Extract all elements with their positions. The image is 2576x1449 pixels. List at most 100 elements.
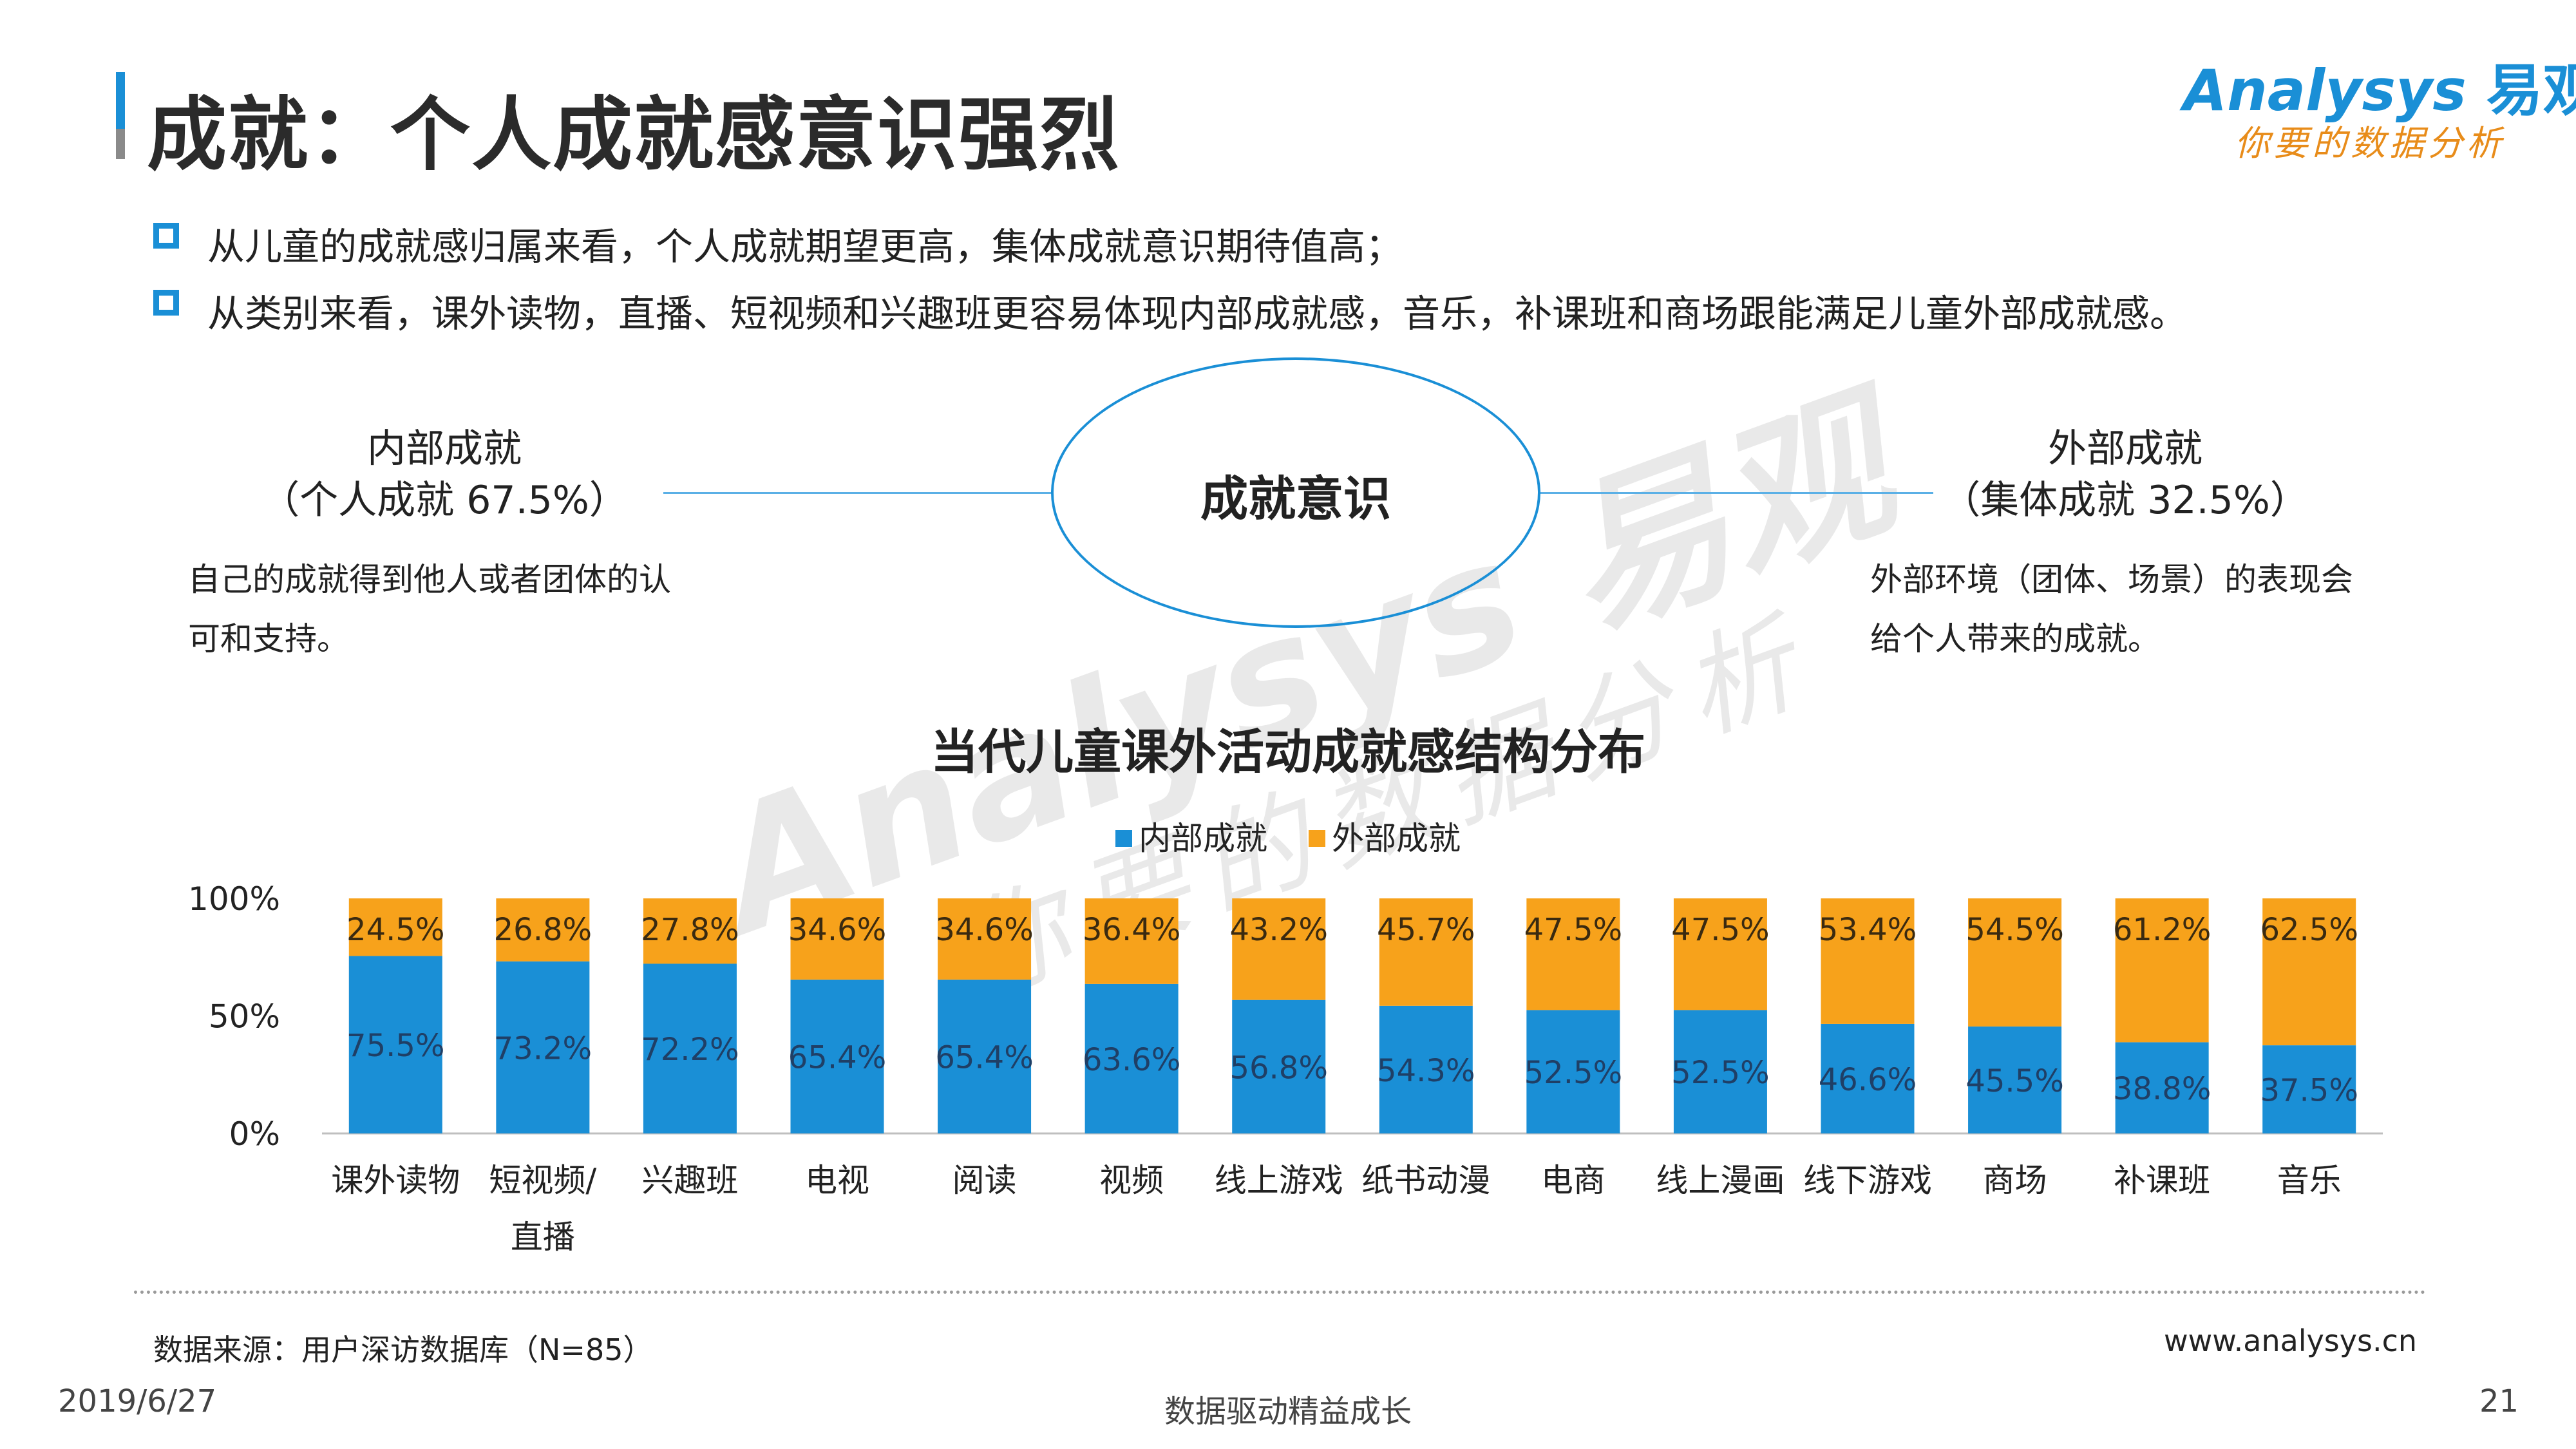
logo-brand: Analysys <box>2183 57 2467 124</box>
bar-internal <box>496 961 590 1133</box>
x-tick-label: 线上漫画 <box>1656 1162 1785 1199</box>
bar-internal <box>938 980 1032 1133</box>
bar-internal <box>643 963 737 1133</box>
bar-external <box>1821 898 1915 1024</box>
bar-external <box>1673 898 1767 1010</box>
concept-label: 成就意识 <box>1200 471 1391 527</box>
bar-external <box>1526 898 1620 1010</box>
data-label: 54.5% <box>1965 912 2063 948</box>
bar-internal <box>1379 1005 1473 1133</box>
footer-date: 2019/6/27 <box>58 1383 217 1419</box>
data-label: 27.8% <box>641 912 739 948</box>
page-title: 成就：个人成就感意识强烈 <box>147 89 1121 182</box>
data-label: 54.3% <box>1377 1053 1475 1089</box>
bar-external <box>643 898 737 964</box>
square-bullet-icon <box>153 223 179 249</box>
external-achievement-title: 外部成就 <box>2048 426 2202 471</box>
bar-internal <box>2115 1042 2209 1133</box>
x-tick-label: 线下游戏 <box>1803 1162 1932 1199</box>
data-label: 46.6% <box>1819 1062 1917 1098</box>
internal-achievement-share: （个人成就 67.5%） <box>261 478 628 523</box>
concept-ellipse <box>1051 357 1540 628</box>
y-tick-label: 50% <box>209 998 280 1036</box>
bar-external <box>1084 898 1179 984</box>
data-label: 56.8% <box>1229 1050 1327 1086</box>
data-label: 62.5% <box>2260 912 2358 948</box>
data-label: 24.5% <box>346 912 444 948</box>
data-label: 47.5% <box>1524 912 1622 948</box>
footer-slogan: 数据驱动精益成长 <box>1164 1394 1412 1430</box>
data-label: 43.2% <box>1229 912 1327 948</box>
bar-external <box>496 898 590 961</box>
data-label: 75.5% <box>346 1028 444 1064</box>
data-label: 38.8% <box>2113 1071 2211 1107</box>
x-tick-label: 短视频/ <box>489 1162 596 1199</box>
legend-item-internal: 内部成就 <box>1115 813 1267 859</box>
data-label: 52.5% <box>1671 1055 1769 1091</box>
data-label: 26.8% <box>494 912 592 948</box>
data-label: 36.4% <box>1083 912 1180 948</box>
data-label: 34.6% <box>788 912 886 948</box>
legend-item-external: 外部成就 <box>1308 813 1461 859</box>
bullet-text: 从儿童的成就感归属来看，个人成就期望更高，集体成就意识期待值高； <box>207 225 1403 269</box>
external-achievement-share: （集体成就 32.5%） <box>1942 478 2309 523</box>
data-label: 52.5% <box>1524 1055 1622 1091</box>
y-tick-label: 0% <box>229 1115 280 1153</box>
x-tick-label: 补课班 <box>2114 1162 2210 1199</box>
data-label: 34.6% <box>935 912 1033 948</box>
logo-brand-cn: 易观 <box>2486 57 2576 124</box>
bar-internal <box>1821 1023 1915 1133</box>
bar-external <box>1379 898 1473 1006</box>
bar-internal <box>348 956 442 1133</box>
data-label: 61.2% <box>2113 912 2211 948</box>
bar-external <box>1232 898 1326 1000</box>
stacked-bar-chart: 0% 50% 100% 75.5% 24.5% 课外读物 73.2% 26.8% 短视频/直播 7… <box>188 880 2383 1256</box>
legend-swatch <box>1115 829 1133 847</box>
analysys-logo: Analysys 易观 你要的数据分析 <box>2183 45 2576 164</box>
chart-title: 当代儿童课外活动成就感结构分布 <box>931 724 1645 780</box>
data-source: 数据来源：用户深访数据库（N=85） <box>153 1332 653 1367</box>
x-tick-label: 商场 <box>1983 1162 2047 1199</box>
internal-achievement-desc: 自己的成就得到他人或者团体的认 可和支持。 <box>188 561 671 658</box>
data-label: 72.2% <box>641 1032 739 1068</box>
data-label: 73.2% <box>494 1030 592 1066</box>
data-label: 37.5% <box>2260 1073 2358 1109</box>
logo-wordmark: Analysys 易观 <box>2183 45 2576 127</box>
x-tick-label: 电视 <box>805 1162 869 1199</box>
external-achievement-desc: 外部环境（团体、场景）的表现会 给个人带来的成就。 <box>1870 561 2353 658</box>
bar-external <box>2115 898 2209 1043</box>
x-tick-label: 线上游戏 <box>1215 1162 1343 1199</box>
page-number: 21 <box>2479 1383 2519 1419</box>
x-tick-label: 兴趣班 <box>641 1162 738 1199</box>
bar-internal <box>1526 1010 1620 1133</box>
x-tick-label: 课外读物 <box>331 1162 460 1199</box>
x-tick-label: 音乐 <box>2277 1162 2342 1199</box>
bullet-text: 从类别来看，课外读物，直播、短视频和兴趣班更容易体现内部成就感，音乐，补课班和商… <box>207 292 2188 336</box>
data-label: 63.6% <box>1083 1042 1180 1078</box>
data-label: 45.7% <box>1377 912 1475 948</box>
bar-internal <box>790 980 884 1133</box>
internal-achievement-title: 内部成就 <box>367 426 522 471</box>
website-link[interactable]: www.analysys.cn <box>2164 1323 2418 1358</box>
bar-internal <box>1232 999 1326 1133</box>
x-tick-label: 视频 <box>1099 1162 1164 1199</box>
bar-external <box>348 898 442 956</box>
right-connector-line <box>1539 492 1933 494</box>
bar-external <box>790 898 884 980</box>
x-tick-label: 电商 <box>1541 1162 1605 1199</box>
bar-internal <box>1673 1010 1767 1133</box>
bar-external <box>1968 898 2062 1027</box>
bar-internal <box>1084 983 1179 1133</box>
y-tick-label: 100% <box>188 880 280 918</box>
data-label: 47.5% <box>1671 912 1769 948</box>
legend-swatch <box>1308 829 1325 847</box>
footer-divider <box>134 1291 2427 1294</box>
square-bullet-icon <box>153 290 179 316</box>
bar-internal <box>1968 1026 2062 1133</box>
logo-tagline: 你要的数据分析 <box>2235 123 2505 164</box>
data-label: 53.4% <box>1819 912 1917 948</box>
data-label: 45.5% <box>1965 1063 2063 1099</box>
chart-legend: 内部成就 外部成就 <box>0 813 2576 859</box>
data-label: 65.4% <box>788 1040 886 1076</box>
data-label: 65.4% <box>935 1040 1033 1076</box>
